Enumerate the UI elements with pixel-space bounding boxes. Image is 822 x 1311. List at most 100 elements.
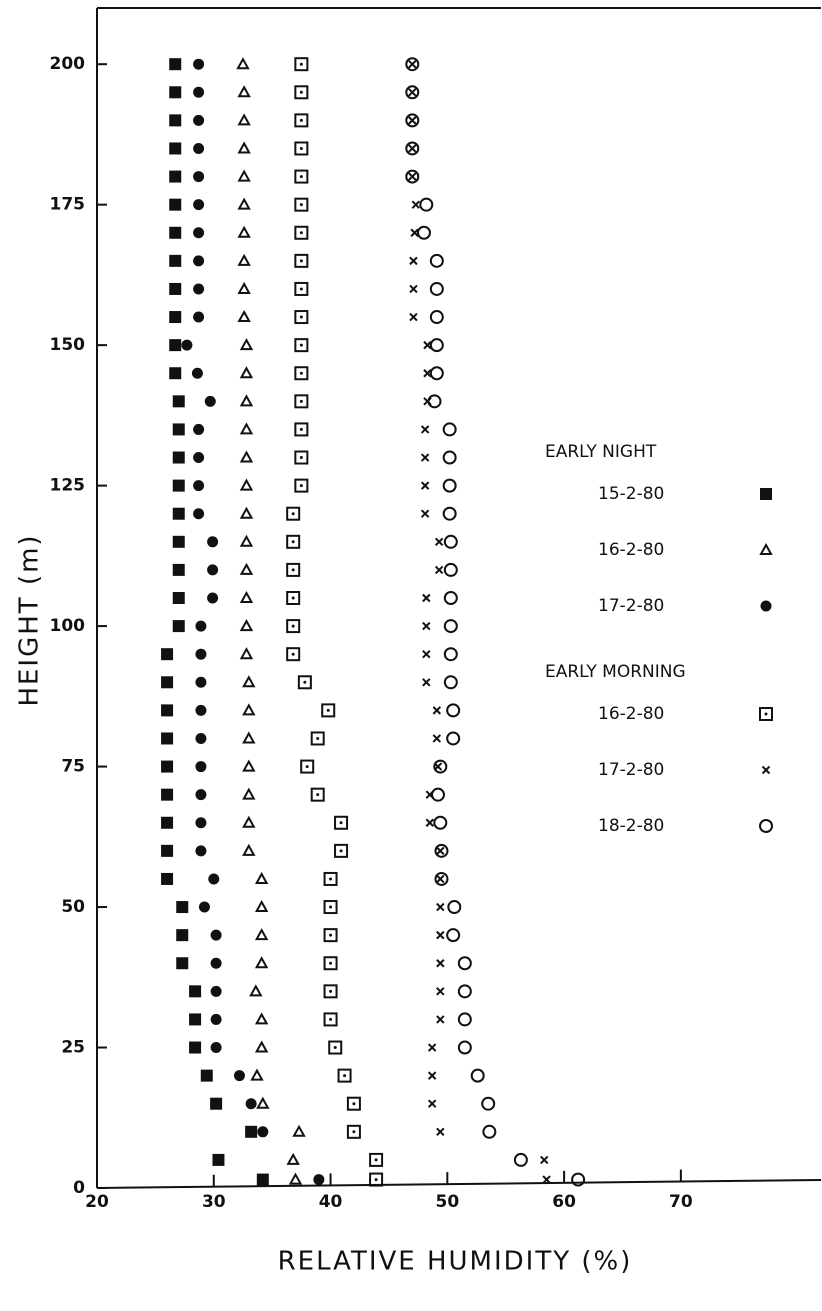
marker-shape [254,871,269,884]
legend-label: 16-2-80 [598,704,664,724]
marker-shape [760,488,772,500]
marker-shape [294,422,309,437]
point [237,197,251,210]
legend-marker [761,765,771,775]
marker-shape [299,259,303,263]
point [245,1125,258,1138]
point [169,311,182,324]
point [193,199,205,211]
legend-group-title: EARLY NIGHT [545,442,657,462]
marker-shape [239,338,254,351]
marker-shape [294,113,309,128]
marker-shape [242,815,256,828]
marker-shape [236,57,250,70]
marker-shape [446,731,461,746]
marker-shape [193,311,205,323]
point [161,732,174,745]
point [286,619,301,634]
marker-shape [169,86,182,99]
marker-shape [207,536,219,548]
point [323,871,338,886]
marker-shape [299,90,303,94]
marker-shape [436,902,445,912]
x-tick-label: 30 [202,1192,226,1212]
point [172,563,185,576]
marker-shape [193,283,205,295]
marker-shape [513,1152,528,1167]
point [210,957,222,969]
x-tick-label: 50 [435,1192,459,1212]
point [334,843,349,858]
point [294,197,309,212]
point [369,1152,384,1167]
marker-shape [434,537,444,547]
point [193,423,205,435]
point [237,253,251,266]
marker-shape [405,57,420,72]
marker-shape [446,928,461,943]
point [239,394,254,407]
point [430,787,445,802]
point [436,959,445,968]
point [239,590,254,603]
point [427,1071,437,1080]
point [193,142,205,154]
marker-shape [242,731,256,744]
point [323,1012,338,1027]
point [300,759,315,774]
point [409,312,418,322]
marker-shape [210,1042,222,1054]
marker-shape [436,930,445,940]
point [172,451,185,464]
marker-shape [432,734,442,743]
point [410,228,419,237]
point [443,534,458,549]
point [239,422,254,435]
point [427,1099,437,1108]
marker-shape [254,1040,269,1053]
marker-shape [374,1178,378,1182]
point [193,452,205,464]
marker-shape [294,169,309,184]
point [422,593,431,603]
point [254,899,269,913]
point [172,479,185,492]
point [208,873,220,885]
point [294,450,309,465]
point [294,310,309,325]
marker-shape [161,844,174,857]
marker-shape [212,1153,225,1166]
point [172,592,185,604]
marker-shape [176,929,189,942]
marker-shape [172,395,185,408]
point [405,169,420,184]
marker-shape [420,509,430,518]
marker-shape [294,366,309,381]
marker-shape [286,506,301,521]
marker-shape [294,310,309,325]
point [429,310,444,325]
x-tick-label: 60 [552,1192,576,1212]
point [254,1040,269,1053]
marker-shape [242,787,256,800]
marker-shape [446,703,461,718]
marker-shape [256,1173,269,1186]
point [294,113,309,128]
legend-group-title: EARLY MORNING [545,662,686,682]
point [176,957,189,970]
marker-shape [176,901,189,914]
marker-shape [210,1013,222,1025]
marker-shape [291,596,295,600]
marker-shape [195,817,207,829]
point [193,171,205,183]
marker-shape [470,1068,485,1083]
marker-shape [329,989,333,993]
marker-shape [542,1175,551,1184]
marker-shape [294,338,309,353]
marker-shape [172,563,185,576]
point [169,339,182,352]
point [207,592,219,604]
marker-shape [299,371,303,375]
point [169,226,182,239]
marker-shape [339,821,343,825]
